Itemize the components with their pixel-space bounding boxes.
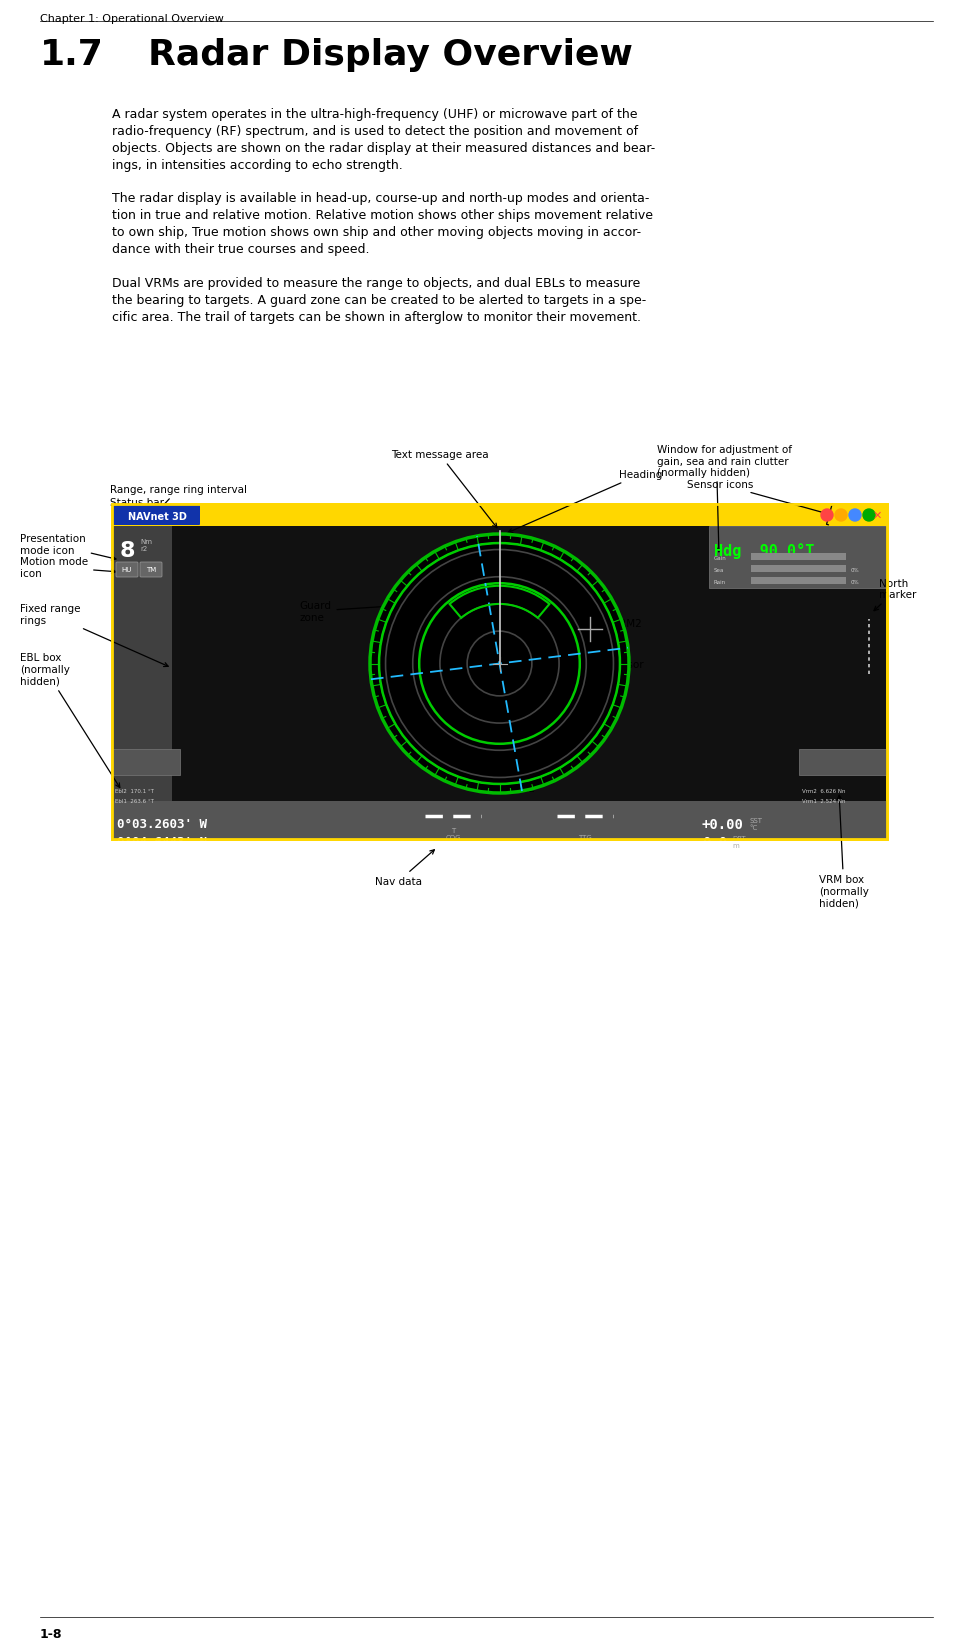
Bar (112, 505, 887, 839)
Text: radio-frequency (RF) spectrum, and is used to detect the position and movement o: radio-frequency (RF) spectrum, and is us… (112, 125, 638, 138)
Bar (751, 565, 846, 572)
Text: 0°04.6443' N: 0°04.6443' N (117, 836, 207, 849)
Text: 1-8: 1-8 (40, 1628, 62, 1639)
Text: The radar display is available in head-up, course-up and north-up modes and orie: The radar display is available in head-u… (112, 192, 649, 205)
Text: Dual VRMs are provided to measure the range to objects, and dual EBLs to measure: Dual VRMs are provided to measure the ra… (112, 277, 640, 290)
Text: Chapter 1: Operational Overview: Chapter 1: Operational Overview (40, 15, 224, 25)
Text: cific area. The trail of targets can be shown in afterglow to monitor their move: cific area. The trail of targets can be … (112, 311, 641, 325)
Text: Vrm2  6.626 Nn: Vrm2 6.626 Nn (802, 788, 846, 793)
Text: Text message area: Text message area (391, 449, 497, 528)
FancyBboxPatch shape (113, 506, 200, 526)
Text: North
marker: North marker (874, 579, 917, 611)
Text: Vrm1  2.524 Nn: Vrm1 2.524 Nn (802, 798, 846, 803)
Text: ings, in intensities according to echo strength.: ings, in intensities according to echo s… (112, 159, 403, 172)
Text: Nav data: Nav data (376, 851, 434, 887)
Text: Rain: Rain (714, 580, 726, 585)
Bar (112, 801, 887, 839)
Text: dance with their true courses and speed.: dance with their true courses and speed. (112, 243, 370, 256)
Circle shape (821, 510, 833, 521)
Circle shape (863, 510, 875, 521)
FancyBboxPatch shape (140, 562, 162, 577)
Text: A radar system operates in the ultra-high-frequency (UHF) or microwave part of t: A radar system operates in the ultra-hig… (112, 108, 637, 121)
Text: Cursor: Cursor (597, 633, 644, 669)
Text: Radar Display Overview: Radar Display Overview (148, 38, 632, 72)
Text: VRM1: VRM1 (582, 652, 628, 680)
Text: Window for adjustment of
gain, sea and rain clutter
(normally hidden): Window for adjustment of gain, sea and r… (657, 444, 792, 479)
Text: TM: TM (146, 567, 156, 572)
Text: 0%: 0% (851, 580, 859, 585)
Text: HU: HU (122, 567, 132, 572)
Text: 1.7: 1.7 (40, 38, 104, 72)
Text: EBL1: EBL1 (409, 723, 438, 764)
Text: Hdg  90.0°T: Hdg 90.0°T (714, 543, 814, 559)
Text: DPT
m: DPT m (732, 836, 745, 849)
Bar (112, 505, 887, 526)
Text: Sensor icons: Sensor icons (687, 480, 834, 526)
Text: +0.00: +0.00 (702, 818, 744, 831)
Bar (709, 526, 887, 588)
Bar (112, 505, 887, 839)
Text: 0.0: 0.0 (702, 836, 727, 849)
Text: COG: COG (446, 834, 461, 841)
Text: Ebl2  170.1 °T: Ebl2 170.1 °T (115, 788, 154, 793)
Text: EBL2: EBL2 (509, 752, 535, 793)
Text: VRM2: VRM2 (606, 606, 643, 629)
Bar (112, 749, 180, 775)
Text: Nm: Nm (140, 539, 152, 544)
Text: TTG: TTG (578, 834, 592, 841)
Text: Heading
line: Heading line (384, 610, 490, 639)
Text: Range, range ring interval: Range, range ring interval (110, 485, 247, 510)
Text: ✕: ✕ (873, 511, 882, 521)
Bar (799, 749, 887, 775)
Circle shape (370, 534, 629, 793)
Text: Presentation
mode icon: Presentation mode icon (20, 534, 116, 561)
Text: EBL box
(normally
hidden): EBL box (normally hidden) (20, 652, 120, 788)
Text: objects. Objects are shown on the radar display at their measured distances and : objects. Objects are shown on the radar … (112, 143, 655, 156)
Text: NAVnet 3D: NAVnet 3D (127, 511, 187, 521)
Text: Ebl1  263.6 °T: Ebl1 263.6 °T (115, 798, 154, 803)
Text: Gain: Gain (714, 556, 727, 561)
Text: Guard
zone: Guard zone (300, 600, 465, 623)
Text: 0%: 0% (851, 569, 859, 574)
Text: VRM box
(normally
hidden): VRM box (normally hidden) (819, 795, 869, 908)
Text: SST
°C: SST °C (749, 818, 762, 831)
Text: 8: 8 (120, 541, 135, 561)
Text: to own ship, True motion shows own ship and other moving objects moving in accor: to own ship, True motion shows own ship … (112, 226, 641, 239)
Text: 0°03.2603' W: 0°03.2603' W (117, 818, 207, 831)
Circle shape (835, 510, 847, 521)
Text: Sea: Sea (714, 569, 724, 574)
Text: tion in true and relative motion. Relative motion shows other ships movement rel: tion in true and relative motion. Relati… (112, 208, 653, 221)
Text: Motion mode
icon: Motion mode icon (20, 557, 116, 579)
Bar (751, 554, 846, 561)
FancyBboxPatch shape (116, 562, 138, 577)
Text: T: T (450, 828, 455, 834)
Bar (751, 577, 846, 585)
Text: Heading: Heading (508, 470, 663, 533)
Text: r2: r2 (140, 546, 147, 552)
Bar (112, 526, 172, 839)
Text: Status bar: Status bar (110, 498, 164, 516)
Text: the bearing to targets. A guard zone can be created to be alerted to targets in : the bearing to targets. A guard zone can… (112, 293, 646, 306)
Text: Fixed range
rings: Fixed range rings (20, 603, 168, 667)
Circle shape (849, 510, 861, 521)
